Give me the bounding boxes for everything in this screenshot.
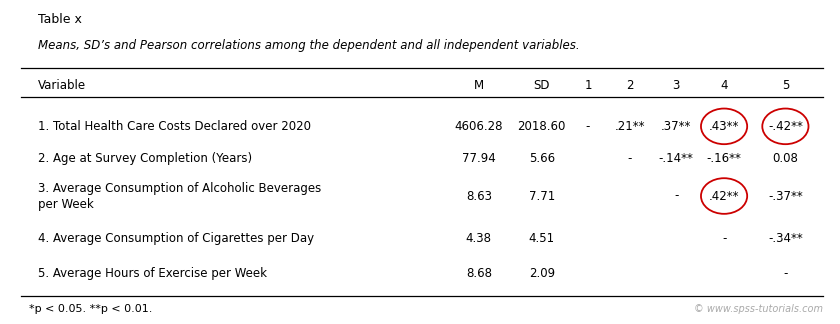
Text: 0.08: 0.08	[773, 152, 798, 165]
Text: © www.spss-tutorials.com: © www.spss-tutorials.com	[694, 305, 823, 314]
Text: -: -	[722, 232, 727, 245]
Text: -.37**: -.37**	[768, 190, 803, 202]
Text: -: -	[585, 120, 591, 133]
Text: 2. Age at Survey Completion (Years): 2. Age at Survey Completion (Years)	[38, 152, 252, 165]
Text: .42**: .42**	[709, 190, 739, 202]
Text: -: -	[783, 267, 788, 280]
Text: Table x: Table x	[38, 13, 81, 26]
Text: -.42**: -.42**	[768, 120, 803, 133]
Text: 1. Total Health Care Costs Declared over 2020: 1. Total Health Care Costs Declared over…	[38, 120, 311, 133]
Text: 2018.60: 2018.60	[517, 120, 566, 133]
Text: 4.38: 4.38	[466, 232, 491, 245]
Text: 5: 5	[782, 79, 789, 92]
Text: 1: 1	[585, 79, 591, 92]
Text: 4. Average Consumption of Cigarettes per Day: 4. Average Consumption of Cigarettes per…	[38, 232, 314, 245]
Text: .43**: .43**	[709, 120, 739, 133]
Text: 8.63: 8.63	[466, 190, 491, 202]
Text: 4.51: 4.51	[528, 232, 555, 245]
Text: 5. Average Hours of Exercise per Week: 5. Average Hours of Exercise per Week	[38, 267, 267, 280]
Text: .37**: .37**	[661, 120, 691, 133]
Text: Means, SD’s and Pearson correlations among the dependent and all independent var: Means, SD’s and Pearson correlations amo…	[38, 39, 580, 52]
Text: -.16**: -.16**	[706, 152, 742, 165]
Text: -.34**: -.34**	[768, 232, 803, 245]
Text: Variable: Variable	[38, 79, 86, 92]
Text: 8.68: 8.68	[466, 267, 491, 280]
Text: 2: 2	[627, 79, 633, 92]
Text: 3. Average Consumption of Alcoholic Beverages
per Week: 3. Average Consumption of Alcoholic Beve…	[38, 181, 321, 211]
Text: 4606.28: 4606.28	[454, 120, 503, 133]
Text: 77.94: 77.94	[462, 152, 496, 165]
Text: -: -	[627, 152, 633, 165]
Text: -: -	[674, 190, 679, 202]
Text: *p < 0.05. **p < 0.01.: *p < 0.05. **p < 0.01.	[29, 305, 153, 314]
Text: 7.71: 7.71	[528, 190, 555, 202]
Text: 5.66: 5.66	[528, 152, 555, 165]
Text: SD: SD	[533, 79, 550, 92]
Text: 3: 3	[673, 79, 680, 92]
Text: -.14**: -.14**	[659, 152, 694, 165]
Text: 2.09: 2.09	[528, 267, 555, 280]
Text: .21**: .21**	[615, 120, 645, 133]
Text: 4: 4	[721, 79, 727, 92]
Text: M: M	[474, 79, 484, 92]
